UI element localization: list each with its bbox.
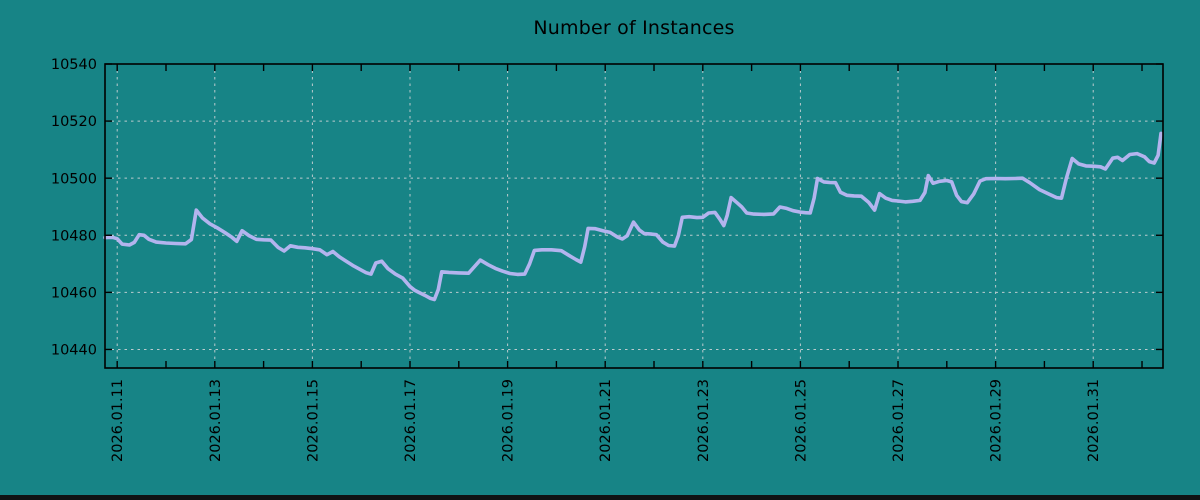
series-line-instances (103, 131, 1163, 302)
x-tick-label: 2026.01.17 (403, 379, 419, 462)
bottom-edge-bar (0, 495, 1200, 500)
y-tick-label: 10440 (51, 343, 97, 359)
chart-title: Number of Instances (533, 17, 735, 39)
y-tick-label: 10460 (51, 285, 97, 301)
x-tick-label: 2026.01.13 (208, 379, 224, 462)
y-tick-label: 10500 (51, 171, 97, 187)
x-tick-label: 2026.01.25 (793, 379, 809, 462)
y-tick-label: 10520 (51, 114, 97, 130)
x-tick-label: 2026.01.31 (1086, 379, 1102, 462)
x-tick-label: 2026.01.27 (891, 379, 907, 462)
plot-frame (104, 63, 1164, 369)
x-tick-label: 2026.01.21 (598, 379, 614, 462)
x-tick-label: 2026.01.11 (110, 379, 126, 462)
x-tick-label: 2026.01.23 (696, 379, 712, 462)
y-tick-label: 10540 (51, 57, 97, 73)
x-tick-label: 2026.01.19 (501, 379, 517, 462)
x-tick-label: 2026.01.15 (305, 379, 321, 462)
y-tick-label: 10480 (51, 228, 97, 244)
x-tick-label: 2026.01.29 (989, 379, 1005, 462)
